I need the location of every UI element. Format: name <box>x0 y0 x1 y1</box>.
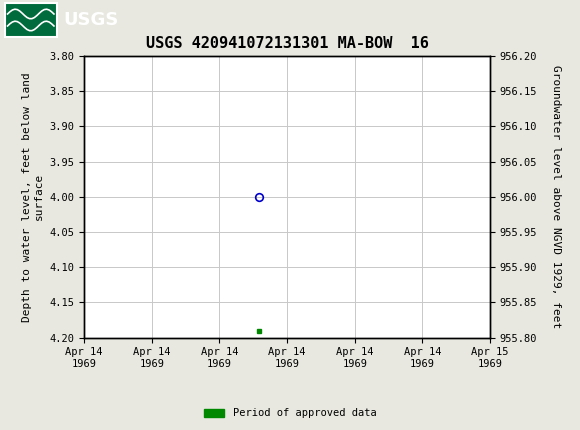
Bar <box>5 3 57 37</box>
Legend: Period of approved data: Period of approved data <box>200 404 380 423</box>
Y-axis label: Groundwater level above NGVD 1929, feet: Groundwater level above NGVD 1929, feet <box>551 65 561 329</box>
Title: USGS 420941072131301 MA-BOW  16: USGS 420941072131301 MA-BOW 16 <box>146 36 429 51</box>
Y-axis label: Depth to water level, feet below land
surface: Depth to water level, feet below land su… <box>22 72 44 322</box>
Text: USGS: USGS <box>64 11 119 29</box>
